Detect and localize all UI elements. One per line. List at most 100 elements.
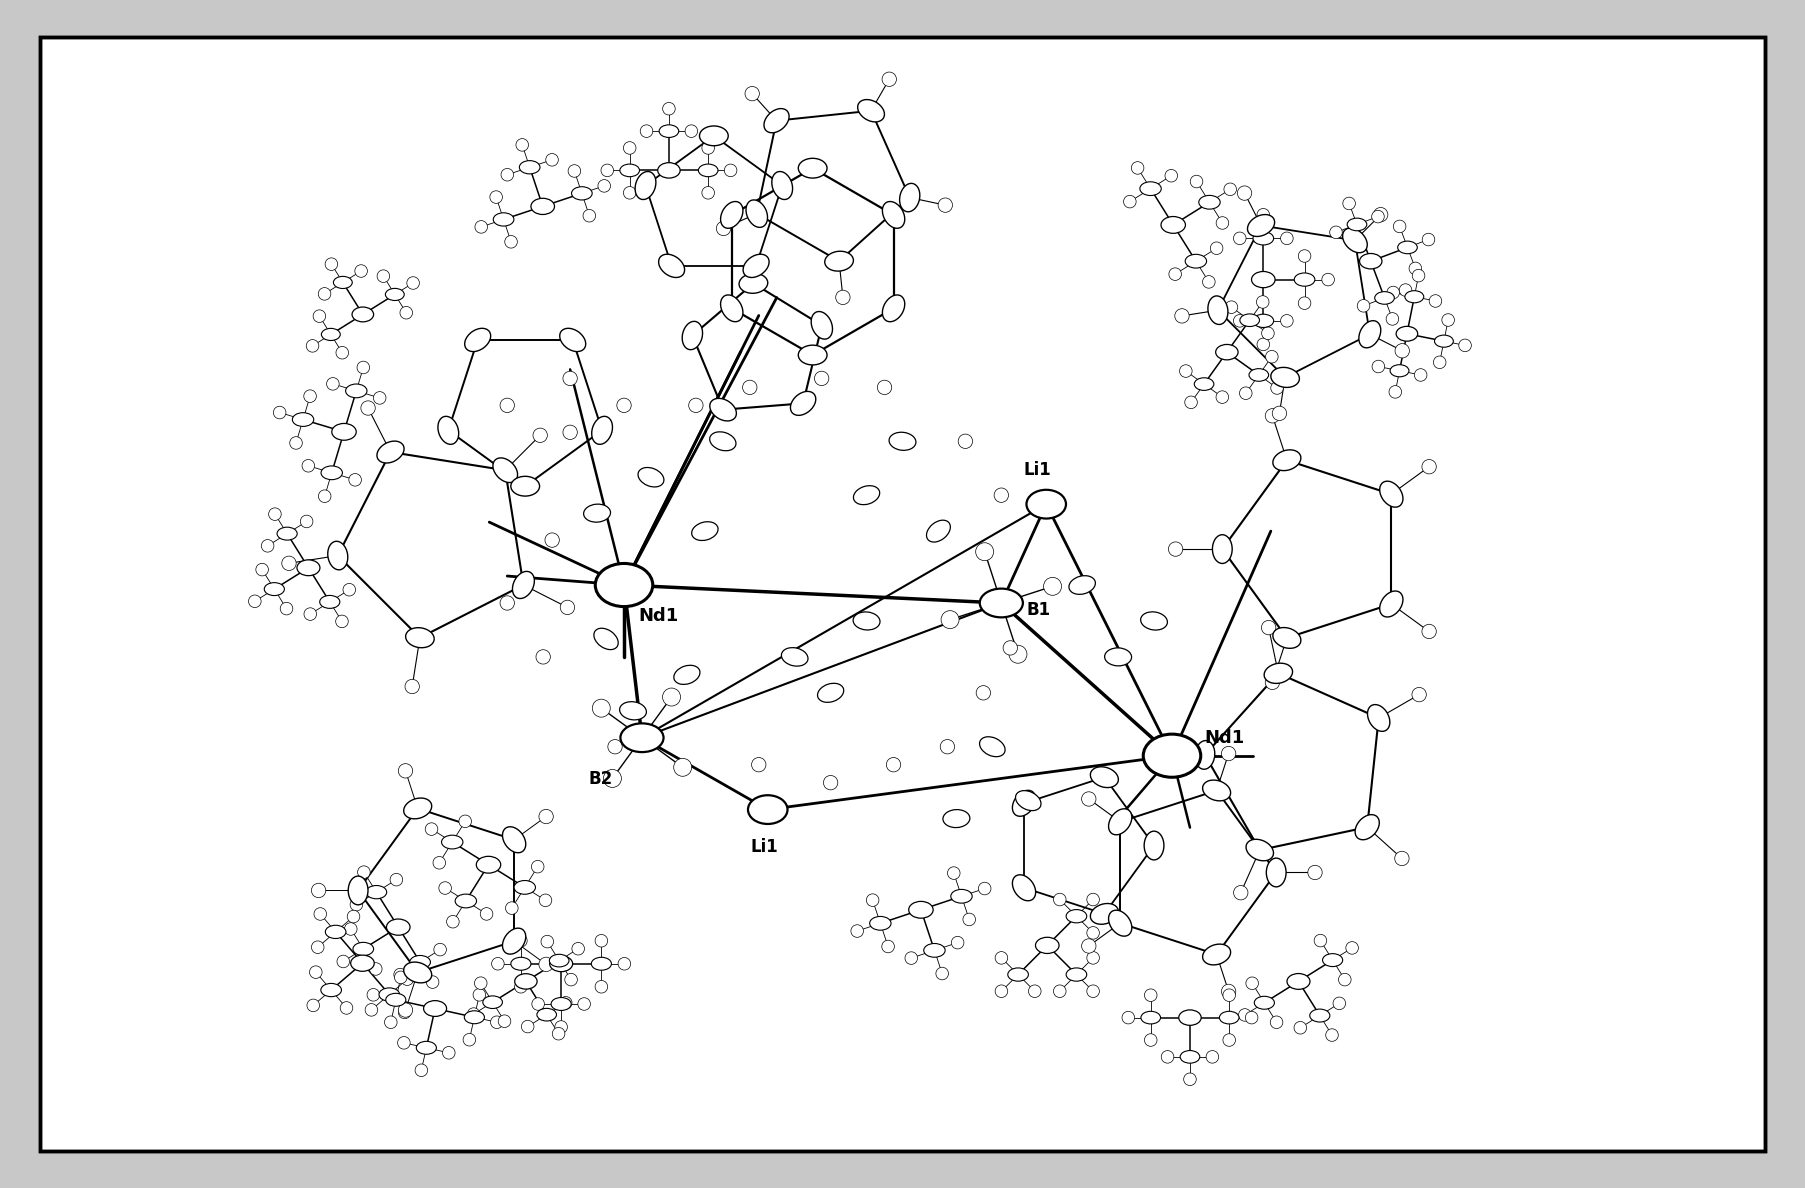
Circle shape	[623, 141, 635, 154]
Circle shape	[314, 908, 327, 921]
Circle shape	[370, 962, 383, 975]
Ellipse shape	[1213, 535, 1233, 563]
Ellipse shape	[951, 890, 973, 903]
Circle shape	[1422, 233, 1435, 246]
Ellipse shape	[1379, 590, 1402, 617]
Ellipse shape	[332, 423, 356, 441]
Circle shape	[1087, 985, 1099, 998]
Ellipse shape	[1264, 663, 1292, 683]
Ellipse shape	[379, 988, 399, 1001]
Circle shape	[475, 221, 487, 233]
Circle shape	[442, 1047, 455, 1059]
Circle shape	[500, 398, 514, 412]
Circle shape	[433, 857, 446, 870]
Ellipse shape	[560, 328, 585, 352]
Ellipse shape	[883, 295, 904, 322]
Ellipse shape	[350, 955, 374, 972]
Circle shape	[269, 507, 282, 520]
Ellipse shape	[1343, 228, 1366, 253]
Circle shape	[1412, 270, 1424, 282]
Circle shape	[1132, 162, 1144, 175]
Circle shape	[399, 1003, 413, 1017]
Ellipse shape	[319, 595, 339, 608]
Text: Nd1: Nd1	[639, 607, 679, 625]
Ellipse shape	[857, 100, 884, 122]
Text: B2: B2	[588, 770, 612, 788]
Ellipse shape	[502, 928, 525, 954]
Ellipse shape	[1036, 937, 1060, 954]
Ellipse shape	[386, 920, 410, 935]
Circle shape	[560, 600, 574, 614]
Ellipse shape	[682, 321, 702, 349]
Circle shape	[522, 1020, 534, 1032]
Circle shape	[1339, 973, 1352, 986]
Circle shape	[1233, 885, 1247, 899]
Circle shape	[1265, 350, 1278, 364]
Circle shape	[397, 1037, 410, 1049]
Ellipse shape	[583, 504, 610, 523]
Circle shape	[399, 1006, 412, 1018]
Circle shape	[464, 1034, 477, 1045]
Circle shape	[540, 958, 554, 972]
Circle shape	[1265, 675, 1280, 689]
Circle shape	[505, 902, 518, 915]
Circle shape	[307, 340, 319, 352]
Circle shape	[1144, 988, 1157, 1001]
Ellipse shape	[798, 158, 827, 178]
Ellipse shape	[1016, 791, 1041, 810]
Ellipse shape	[1220, 1011, 1238, 1024]
Circle shape	[312, 941, 325, 954]
Circle shape	[1168, 542, 1182, 556]
Circle shape	[439, 881, 451, 895]
Ellipse shape	[1375, 291, 1393, 304]
Ellipse shape	[442, 835, 462, 849]
Ellipse shape	[417, 1042, 437, 1054]
Circle shape	[542, 935, 554, 948]
Ellipse shape	[870, 916, 892, 930]
Circle shape	[1123, 1011, 1135, 1024]
Circle shape	[475, 977, 487, 990]
Ellipse shape	[1217, 345, 1238, 360]
Ellipse shape	[292, 412, 314, 426]
Ellipse shape	[1294, 273, 1314, 286]
Circle shape	[1087, 927, 1099, 940]
Circle shape	[404, 680, 419, 694]
Circle shape	[939, 198, 953, 213]
Ellipse shape	[1195, 378, 1215, 391]
Circle shape	[393, 968, 406, 981]
Ellipse shape	[1067, 968, 1087, 981]
Circle shape	[662, 102, 675, 115]
Ellipse shape	[502, 827, 525, 853]
Circle shape	[473, 988, 486, 1001]
Circle shape	[572, 942, 585, 955]
Ellipse shape	[348, 876, 368, 905]
Circle shape	[1347, 942, 1359, 954]
Ellipse shape	[1287, 973, 1310, 990]
Circle shape	[1144, 1034, 1157, 1047]
Circle shape	[995, 488, 1009, 503]
Ellipse shape	[514, 974, 538, 990]
Circle shape	[662, 688, 680, 706]
Ellipse shape	[352, 307, 374, 322]
Circle shape	[617, 398, 632, 412]
Ellipse shape	[883, 202, 904, 228]
Circle shape	[603, 770, 621, 788]
Circle shape	[1175, 309, 1189, 323]
Circle shape	[1226, 301, 1238, 314]
Circle shape	[686, 125, 699, 138]
Ellipse shape	[691, 522, 718, 541]
Circle shape	[578, 998, 590, 1010]
Circle shape	[904, 952, 917, 965]
Ellipse shape	[1267, 858, 1287, 887]
Ellipse shape	[536, 1009, 556, 1020]
Circle shape	[1386, 286, 1399, 299]
Ellipse shape	[720, 202, 744, 228]
Circle shape	[1189, 176, 1202, 188]
Circle shape	[540, 809, 554, 823]
Ellipse shape	[1323, 954, 1343, 967]
Circle shape	[1206, 1050, 1218, 1063]
Circle shape	[309, 966, 321, 979]
Ellipse shape	[596, 563, 653, 607]
Ellipse shape	[493, 213, 514, 226]
Circle shape	[745, 87, 760, 101]
